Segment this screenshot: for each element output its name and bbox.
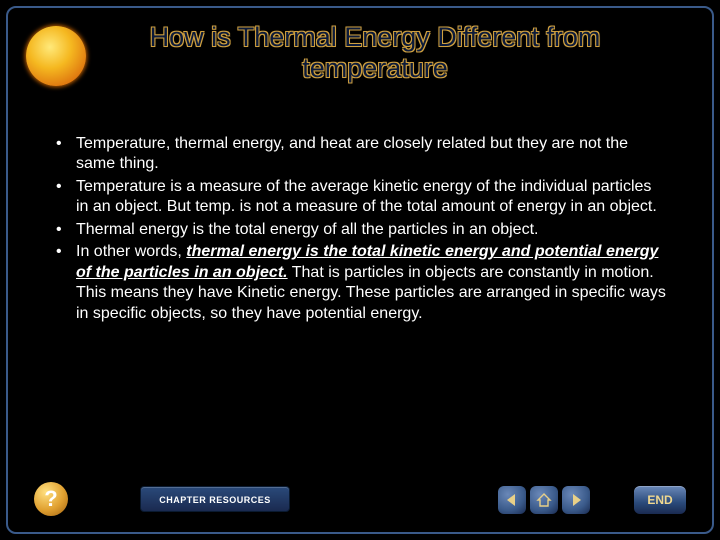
bullet-item: In other words, thermal energy is the to… [48, 242, 668, 324]
slide-frame: How is Thermal Energy Different from tem… [6, 6, 714, 534]
chapter-resources-button[interactable]: CHAPTER RESOURCES [140, 486, 290, 512]
home-button[interactable] [530, 486, 558, 514]
bullet-list: Temperature, thermal energy, and heat ar… [48, 134, 668, 324]
bullet-item: Temperature is a measure of the average … [48, 177, 668, 218]
triangle-left-icon [504, 492, 520, 508]
slide-title: How is Thermal Energy Different from tem… [98, 22, 652, 84]
home-icon [536, 492, 552, 508]
bullet-run: Temperature, thermal energy, and heat ar… [76, 135, 628, 172]
bullet-item: Temperature, thermal energy, and heat ar… [48, 134, 668, 175]
next-button[interactable] [562, 486, 590, 514]
help-icon: ? [44, 486, 57, 511]
bullet-run: In other words, [76, 243, 186, 260]
prev-button[interactable] [498, 486, 526, 514]
footer-bar: ? CHAPTER RESOURCES END [20, 474, 700, 520]
end-button[interactable]: END [634, 486, 686, 514]
triangle-right-icon [568, 492, 584, 508]
help-button[interactable]: ? [34, 482, 68, 516]
bullet-run: Thermal energy is the total energy of al… [76, 221, 538, 238]
bullet-item: Thermal energy is the total energy of al… [48, 220, 668, 240]
sun-icon [26, 26, 86, 86]
nav-group [498, 486, 590, 514]
title-line-1: How is Thermal Energy Different from [150, 22, 601, 52]
slide-content: Temperature, thermal energy, and heat ar… [48, 134, 668, 326]
title-line-2: temperature [302, 53, 448, 83]
chapter-resources-label: CHAPTER RESOURCES [159, 495, 271, 505]
end-label: END [647, 493, 672, 507]
bullet-run: Temperature is a measure of the average … [76, 178, 657, 215]
